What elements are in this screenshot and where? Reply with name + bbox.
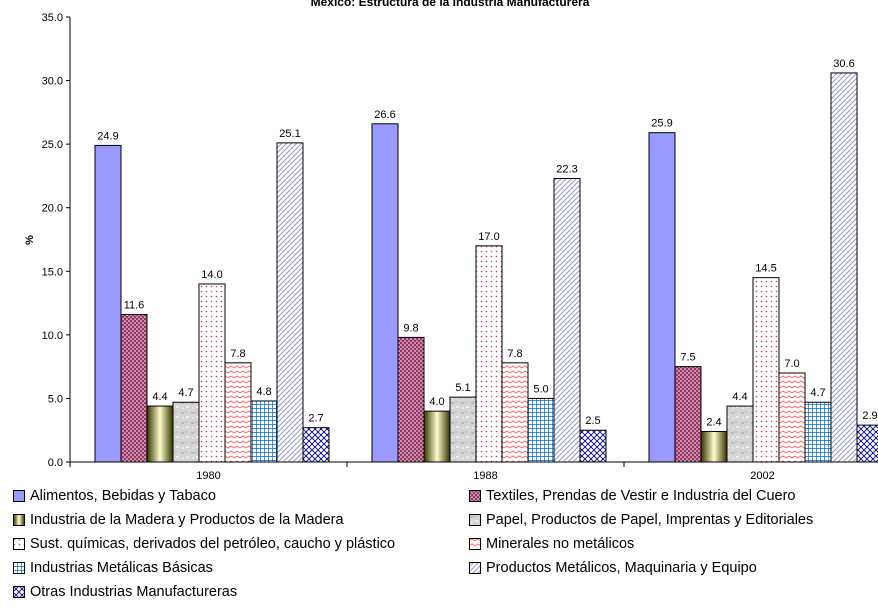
data-label: 11.6 (124, 300, 145, 312)
bar (726, 405, 754, 463)
bar (250, 400, 278, 463)
data-label: 30.6 (833, 58, 854, 70)
x-tick-label: 1988 (473, 470, 497, 482)
data-label: 4.0 (429, 396, 444, 408)
data-label: 7.0 (784, 358, 799, 370)
bar (172, 401, 200, 463)
y-tick-label: 35.0 (42, 12, 63, 24)
y-tick-label: 25.0 (42, 139, 63, 151)
y-axis-title: % (24, 235, 36, 245)
bar (224, 362, 252, 463)
data-label: 4.8 (256, 386, 271, 398)
bar (371, 123, 399, 463)
bar (475, 245, 503, 463)
data-label: 22.3 (556, 163, 577, 175)
data-label: 26.6 (374, 109, 395, 121)
data-label: 14.5 (755, 263, 776, 275)
data-label: 2.7 (308, 413, 323, 425)
bar (553, 177, 581, 463)
bar (423, 410, 451, 463)
bar (648, 132, 676, 463)
bar (198, 283, 226, 463)
bar (579, 429, 607, 463)
data-label: 25.1 (279, 128, 300, 140)
bar (302, 427, 330, 463)
data-label: 24.9 (97, 130, 118, 142)
bar (120, 314, 148, 463)
bar (501, 362, 529, 463)
data-label: 4.7 (810, 387, 825, 399)
bar (449, 396, 477, 463)
data-label: 2.9 (862, 410, 877, 422)
data-label: 4.7 (178, 387, 193, 399)
data-label: 7.8 (507, 348, 522, 360)
y-tick-label: 30.0 (42, 76, 63, 88)
bar (856, 424, 878, 463)
data-label: 5.0 (533, 383, 548, 395)
bar (674, 366, 702, 463)
data-label: 9.8 (403, 322, 418, 334)
y-tick-label: 15.0 (42, 266, 63, 278)
data-label: 17.0 (478, 231, 499, 243)
data-label: 14.0 (201, 269, 222, 281)
bar (804, 401, 832, 463)
x-tick-label: 2002 (750, 470, 774, 482)
bar (527, 397, 555, 463)
data-label: 7.8 (230, 348, 245, 360)
bars (94, 72, 878, 463)
data-label: 2.4 (706, 416, 721, 428)
y-tick-label: 5.0 (48, 393, 63, 405)
y-tick-label: 10.0 (42, 330, 63, 342)
bar (146, 405, 174, 463)
bar (700, 430, 728, 463)
bar (397, 336, 425, 463)
x-tick-label: 1980 (196, 470, 220, 482)
y-tick-label: 20.0 (42, 203, 63, 215)
y-tick-label: 0.0 (48, 457, 63, 469)
bar (752, 277, 780, 463)
bar (94, 144, 122, 463)
data-label: 25.9 (651, 118, 672, 130)
data-label: 4.4 (152, 391, 167, 403)
data-label: 2.5 (585, 415, 600, 427)
data-label: 7.5 (680, 352, 695, 364)
data-labels: 24.9 11.6 4.4 4.7 14.0 7.8 4.8 25.1 2.7 26.6 9.8 4.… (97, 58, 877, 429)
data-label: 4.4 (732, 391, 747, 403)
bar (830, 72, 858, 463)
chart-title: México: Estructura de la Industria Manuf… (311, 0, 590, 9)
bar (276, 142, 304, 463)
data-label: 5.1 (455, 382, 470, 394)
bar (778, 372, 806, 463)
